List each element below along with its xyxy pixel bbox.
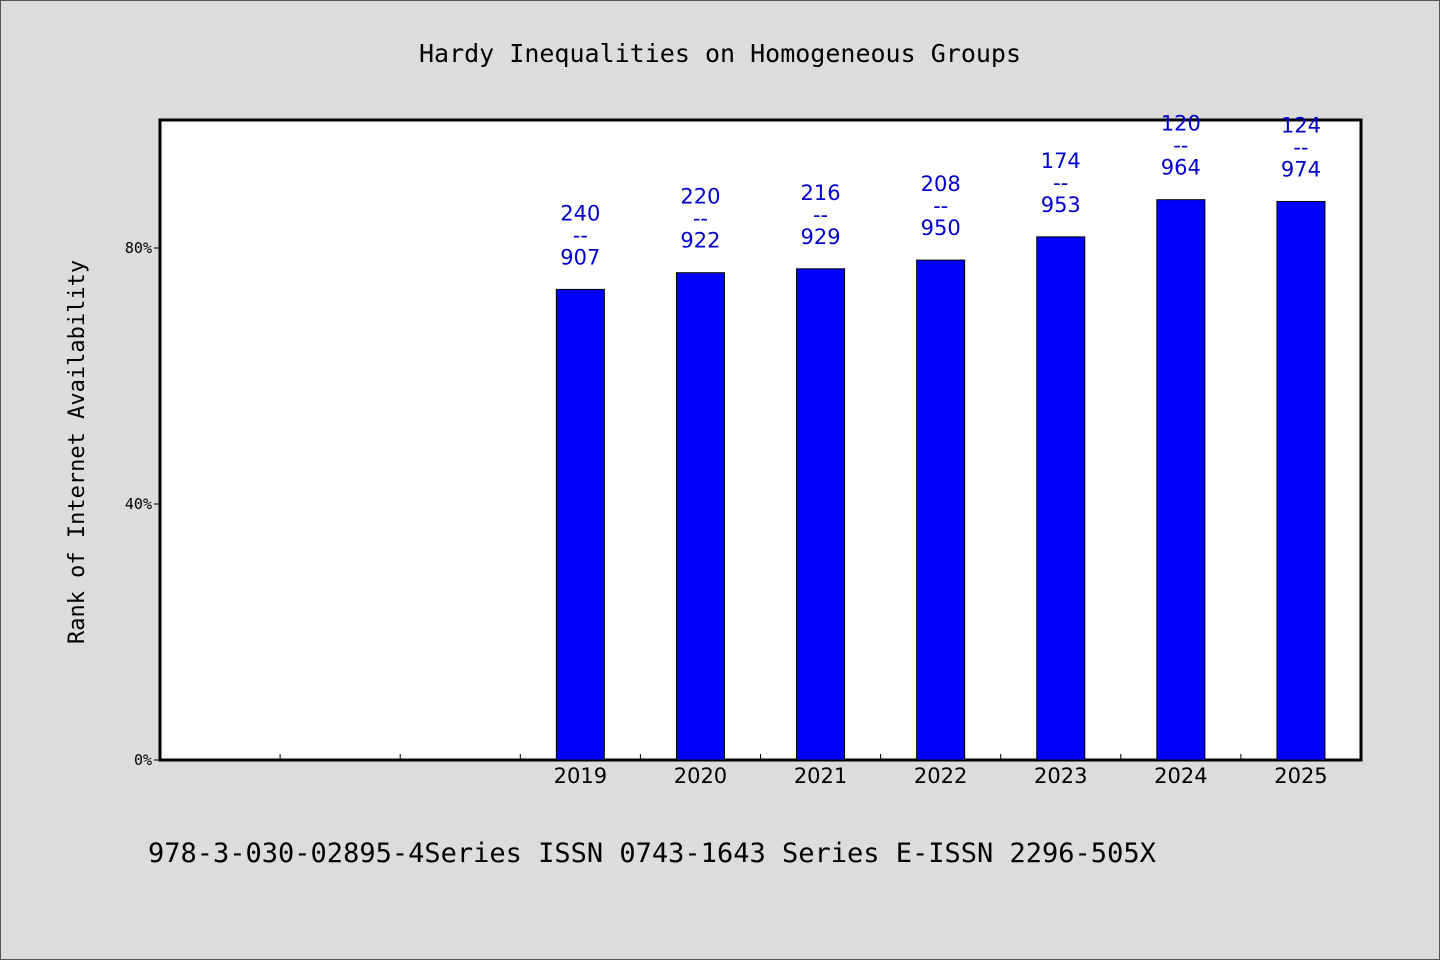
bar-2021: [796, 268, 846, 761]
data-label-2025: --: [1293, 135, 1308, 159]
bar-2025: [1276, 200, 1326, 761]
data-label-2019: 907: [560, 245, 600, 269]
bar-2022: [916, 259, 966, 761]
data-label-2020: 922: [680, 229, 720, 253]
data-labels-group: 240--907220--922216--929208--950174--953…: [560, 112, 1321, 270]
data-label-2021: 929: [801, 225, 841, 249]
data-label-2025: 124: [1281, 113, 1321, 137]
y-tick-label: 0%: [134, 751, 152, 769]
data-label-2021: --: [813, 203, 828, 227]
data-label-2023: 174: [1041, 149, 1081, 173]
x-tick-label: 2022: [914, 764, 967, 788]
data-label-2019: 240: [560, 201, 600, 225]
data-label-2024: 120: [1161, 112, 1201, 136]
data-label-2022: 208: [921, 172, 961, 196]
bars-group: [555, 199, 1326, 761]
bar-2023: [1036, 236, 1086, 761]
bar-2020: [675, 272, 725, 761]
y-axis-label: Rank of Internet Availability: [65, 260, 90, 644]
data-label-2022: --: [933, 194, 948, 218]
data-label-2020: --: [693, 207, 708, 231]
x-tick-label: 2024: [1154, 764, 1207, 788]
footer-isbn-text: 978-3-030-02895-4Series ISSN 0743-1643 S…: [148, 838, 1156, 869]
data-label-2022: 950: [921, 216, 961, 240]
x-tick-label: 2025: [1274, 764, 1327, 788]
chart-title: Hardy Inequalities on Homogeneous Groups: [419, 39, 1021, 68]
x-tick-label: 2021: [794, 764, 847, 788]
data-label-2023: --: [1053, 171, 1068, 195]
data-label-2021: 216: [801, 181, 841, 205]
data-label-2024: 964: [1161, 156, 1201, 180]
bar-2024: [1156, 199, 1206, 761]
data-label-2024: --: [1173, 134, 1188, 158]
data-label-2023: 953: [1041, 193, 1081, 217]
x-axis-ticks: 2019 2020 2021 2022 2023 2024 2025: [279, 754, 1328, 788]
bar-2019: [555, 288, 605, 761]
x-tick-label: 2023: [1034, 764, 1087, 788]
y-axis-ticks: 0% 40% 80%: [125, 239, 160, 769]
data-label-2025: 974: [1281, 157, 1321, 181]
y-tick-label: 80%: [125, 239, 152, 257]
data-label-2019: --: [573, 223, 588, 247]
y-tick-label: 40%: [125, 495, 152, 513]
x-tick-label: 2020: [674, 764, 727, 788]
data-label-2020: 220: [680, 185, 720, 209]
x-tick-label: 2019: [554, 764, 607, 788]
